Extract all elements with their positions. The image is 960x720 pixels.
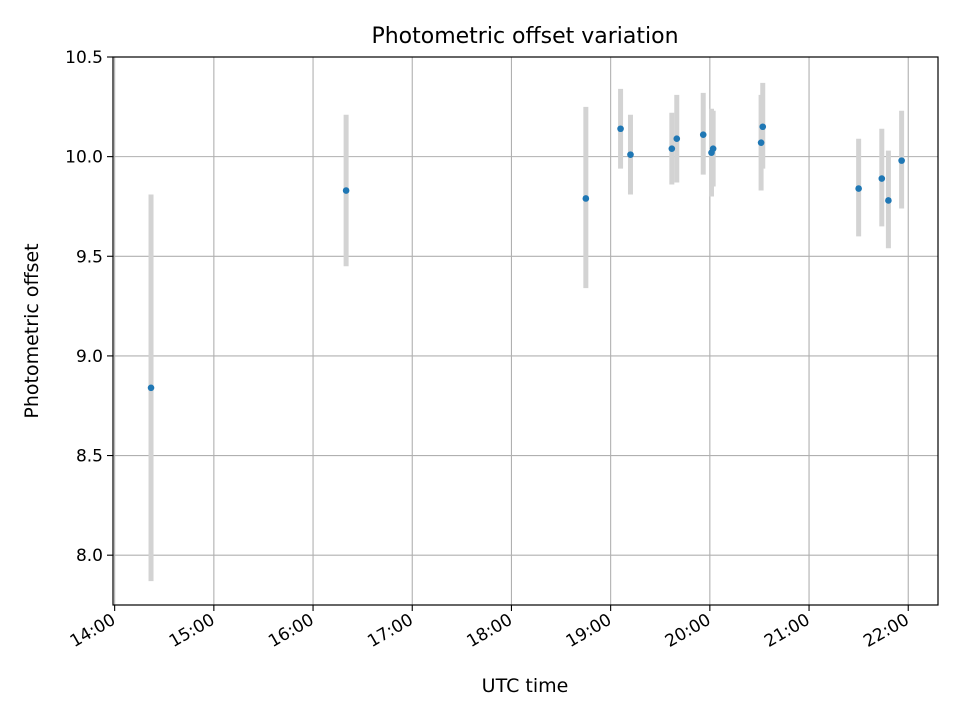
x-axis-label: UTC time [482,675,569,697]
y-tick-label: 8.5 [76,447,103,467]
data-point [855,185,862,192]
data-point [668,145,676,152]
plot-frame [112,56,939,606]
data-point [885,197,892,204]
data-point [673,135,681,143]
data-points [147,123,905,392]
data-point [898,157,905,164]
y-tick-label: 9.5 [76,247,103,267]
chart-title: Photometric offset variation [371,24,678,49]
plot-area [113,57,938,605]
data-point [699,131,707,139]
y-tick-label: 8.0 [76,546,103,566]
data-point [709,145,717,152]
data-point [617,125,624,133]
y-tick-label: 10.5 [65,48,103,68]
data-point [582,195,590,202]
y-tick-label: 9.0 [76,347,103,367]
data-point [757,139,765,146]
data-point [147,384,155,392]
y-axis-ticks: 8.0 8.5 9.0 9.5 10.0 10.5 [65,48,113,566]
data-point [627,151,634,158]
data-point [759,123,767,131]
y-axis-label: Photometric offset [21,243,43,418]
y-tick-label: 10.0 [65,148,103,168]
data-point [342,187,350,194]
data-point [878,175,886,182]
